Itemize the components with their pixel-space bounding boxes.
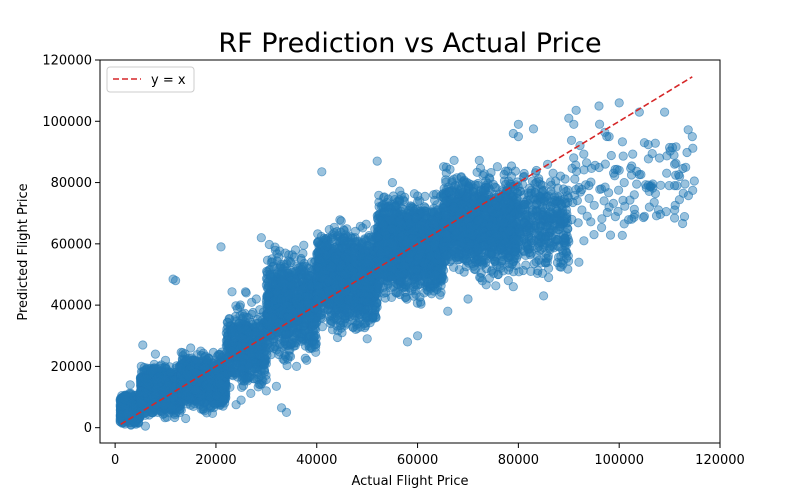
data-point [212,391,222,401]
data-point [246,388,256,398]
data-point [176,363,186,373]
data-point [222,317,232,327]
data-point [165,367,175,377]
data-point [282,360,292,371]
data-point [299,240,309,250]
data-point [162,412,172,422]
data-point [201,355,212,365]
data-point [239,311,249,322]
plot-area [99,59,721,444]
data-point [287,280,297,290]
data-point [140,374,151,384]
data-point [275,263,285,273]
data-point [190,384,200,395]
data-point [148,407,158,418]
data-point [254,379,264,389]
data-point [247,350,257,360]
data-point [185,393,195,403]
data-point [243,376,253,386]
data-point [158,385,168,396]
data-point [231,359,242,370]
data-point [271,345,282,355]
data-point [240,334,250,344]
data-point [265,270,275,280]
data-point [213,350,223,360]
data-point [184,353,194,363]
data-point [227,287,237,297]
data-point [235,302,245,312]
data-point [261,299,271,309]
data-point [225,382,235,392]
data-point [279,336,289,346]
data-point [242,325,252,335]
data-point [265,320,275,330]
data-point [227,326,237,336]
data-point [204,382,214,393]
data-point [251,358,261,369]
data-point [140,388,150,398]
points-layer [115,98,699,431]
data-point [303,298,313,308]
data-point [262,290,272,300]
data-point [275,246,285,256]
data-point [308,335,319,345]
data-point [292,328,302,338]
data-point [305,280,315,290]
data-point [146,366,156,376]
data-point [202,408,212,418]
data-point [286,258,296,268]
data-point [285,304,296,314]
data-point [301,315,311,325]
chart-title: RF Prediction vs Actual Price [218,28,601,59]
data-point [199,398,209,408]
data-point [224,338,234,348]
data-point [297,264,307,275]
data-point [159,400,169,410]
data-point [262,346,272,356]
data-point [231,316,241,326]
